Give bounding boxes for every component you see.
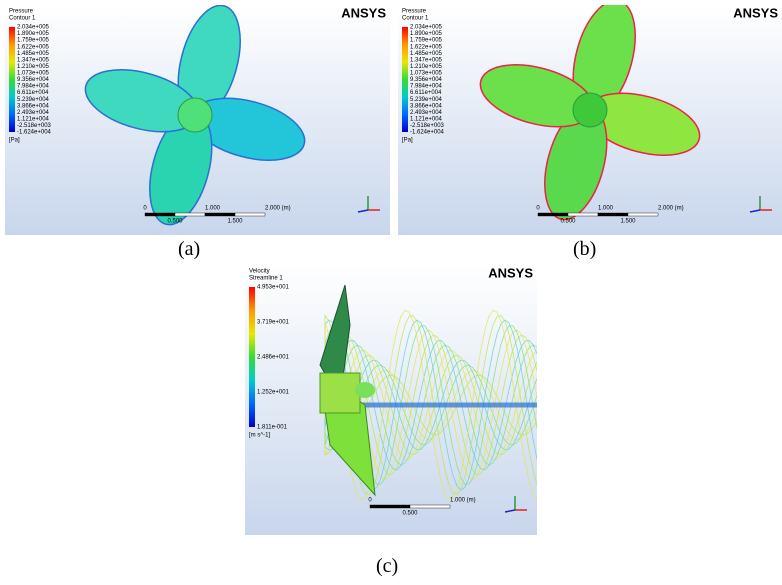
legend-title: Velocity <box>249 269 270 275</box>
legend-bar <box>402 27 408 132</box>
legend-value: 1.485e+005 <box>17 51 50 57</box>
legend-value: 3.866e+004 <box>410 103 443 109</box>
legend-value: -1.624e+004 <box>410 130 445 136</box>
scale-segment <box>235 213 265 216</box>
legend-value: 1.347e+005 <box>410 57 443 63</box>
legend-value: 1.622e+005 <box>17 44 50 50</box>
legend-value: 5.239e+004 <box>17 97 50 103</box>
legend-value: 2.493e+004 <box>17 110 50 116</box>
caption: (a) <box>178 238 200 261</box>
legend-value: 1.210e+005 <box>17 64 50 70</box>
legend-value: 2.486e+001 <box>257 355 290 361</box>
scale-segment <box>145 213 175 216</box>
legend-value: 1.073e+005 <box>17 71 50 77</box>
scale-label: 1.000 <box>205 206 221 212</box>
legend-value: 2.034e+005 <box>410 25 443 31</box>
scale-segment <box>410 505 450 508</box>
scale-segment <box>175 213 205 216</box>
scale-sublabel: 0.500 <box>402 511 418 517</box>
legend-value: 1.811e-001 <box>257 425 288 431</box>
legend-title: Pressure <box>402 9 427 15</box>
legend-value: -1.624e+004 <box>17 130 52 136</box>
scale-segment <box>538 213 568 216</box>
page: PressureContour 12.034e+0051.890e+0051.7… <box>0 0 782 585</box>
legend-value: 1.347e+005 <box>17 57 50 63</box>
legend-title: Pressure <box>9 9 34 15</box>
scale-sublabel: 1.500 <box>620 219 636 225</box>
legend-value: -2.518e+003 <box>17 123 52 129</box>
legend-value: 2.493e+004 <box>410 110 443 116</box>
legend-value: 3.719e+001 <box>257 320 290 326</box>
legend-value: 1.759e+005 <box>17 38 50 44</box>
legend-unit: [Pa] <box>402 138 413 144</box>
legend-value: 1.210e+005 <box>410 64 443 70</box>
legend-bar <box>9 27 15 132</box>
legend-title: Streamline 1 <box>249 276 283 282</box>
scale-label: 1.000 <box>598 206 614 212</box>
legend-value: 1.252e+001 <box>257 390 290 396</box>
logo: ANSYS <box>341 5 386 20</box>
scale-segment <box>568 213 598 216</box>
legend-value: 1.890e+005 <box>410 31 443 37</box>
legend-title: Contour 1 <box>402 16 429 22</box>
scale-sublabel: 0.500 <box>167 219 183 225</box>
legend-value: 1.622e+005 <box>410 44 443 50</box>
scale-segment <box>628 213 658 216</box>
legend-unit: [m s^-1] <box>249 433 270 439</box>
legend-value: 2.034e+005 <box>17 25 50 31</box>
scale-label: 2.000 (m) <box>658 206 684 212</box>
legend-title: Contour 1 <box>9 16 36 22</box>
legend-value: -2.518e+003 <box>410 123 445 129</box>
legend-value: 4.953e+001 <box>257 285 290 291</box>
legend-value: 1.121e+004 <box>410 116 443 122</box>
logo: ANSYS <box>733 5 778 20</box>
caption: (c) <box>376 555 398 578</box>
legend-value: 9.356e+004 <box>410 77 443 83</box>
legend-bar <box>249 287 255 427</box>
legend-value: 7.984e+004 <box>17 84 50 90</box>
legend-value: 6.611e+004 <box>17 90 49 96</box>
legend-value: 1.485e+005 <box>410 51 443 57</box>
scale-label: 2.000 (m) <box>265 206 291 212</box>
legend-value: 7.984e+004 <box>410 84 443 90</box>
hub <box>573 93 607 127</box>
hub <box>355 382 375 398</box>
hub <box>178 98 212 132</box>
scale-sublabel: 1.500 <box>227 219 243 225</box>
logo: ANSYS <box>488 265 533 280</box>
caption: (b) <box>573 238 596 261</box>
legend-unit: [Pa] <box>9 138 20 144</box>
legend-value: 1.121e+004 <box>17 116 50 122</box>
legend-value: 1.759e+005 <box>410 38 443 44</box>
scale-sublabel: 0.500 <box>560 219 576 225</box>
legend-value: 1.073e+005 <box>410 71 443 77</box>
scale-segment <box>370 505 410 508</box>
legend-value: 6.611e+004 <box>410 90 442 96</box>
legend-value: 1.890e+005 <box>17 31 50 37</box>
blade-root <box>320 373 360 413</box>
legend-value: 9.356e+004 <box>17 77 50 83</box>
scale-label: 1.000 (m) <box>450 498 476 504</box>
scale-segment <box>205 213 235 216</box>
legend-value: 5.239e+004 <box>410 97 443 103</box>
legend-value: 3.866e+004 <box>17 103 50 109</box>
scale-segment <box>598 213 628 216</box>
